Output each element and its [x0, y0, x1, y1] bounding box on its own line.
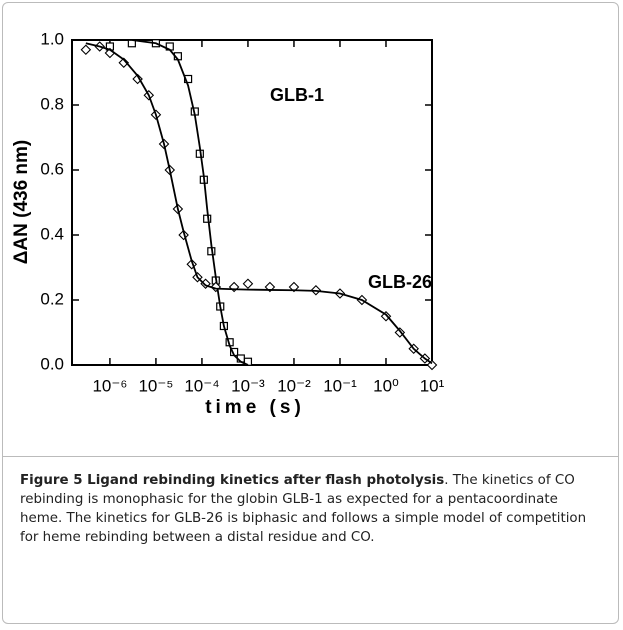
series-label: GLB-1 — [270, 85, 324, 105]
series-label: GLB-26 — [368, 272, 432, 292]
data-point — [288, 281, 300, 293]
x-tick-label: 10⁻¹ — [323, 376, 357, 395]
caption-title: Figure 5 Ligand rebinding kinetics after… — [20, 473, 445, 488]
y-tick-label: 0.8 — [40, 94, 64, 113]
caption-text: . The kinetics of CO rebinding is monoph… — [20, 473, 587, 545]
figure-frame — [2, 2, 619, 624]
x-tick-label: 10⁰ — [373, 376, 399, 395]
y-tick-label: 0.4 — [40, 224, 64, 243]
data-point — [118, 57, 130, 69]
y-tick-label: 0.2 — [40, 289, 64, 308]
data-point — [80, 44, 92, 56]
caption: Figure 5 Ligand rebinding kinetics after… — [2, 456, 619, 547]
x-axis-label: time (s) — [205, 397, 305, 418]
fit-line — [85, 42, 433, 365]
fit-line — [109, 39, 249, 366]
y-tick-label: 1.0 — [40, 29, 64, 48]
plot-frame — [71, 39, 433, 366]
x-tick-label: 10⁻³ — [231, 376, 265, 395]
y-tick-label: 0.6 — [40, 159, 64, 178]
x-tick-label: 10⁻⁵ — [138, 376, 173, 395]
y-tick-label: 0.0 — [40, 354, 64, 373]
data-point — [242, 278, 254, 290]
x-tick-label: 10⁻² — [277, 376, 311, 395]
x-tick-label: 10⁻⁴ — [184, 376, 219, 395]
y-axis-label: ΔAN (436 nm) — [11, 140, 32, 265]
x-tick-label: 10⁻⁶ — [92, 376, 127, 395]
data-point — [243, 357, 253, 366]
chart: time (s) ΔAN (436 nm) 0.0 0.2 0.4 0.6 0.8 1.0… — [11, 29, 445, 418]
x-tick-label: 10¹ — [420, 376, 445, 395]
